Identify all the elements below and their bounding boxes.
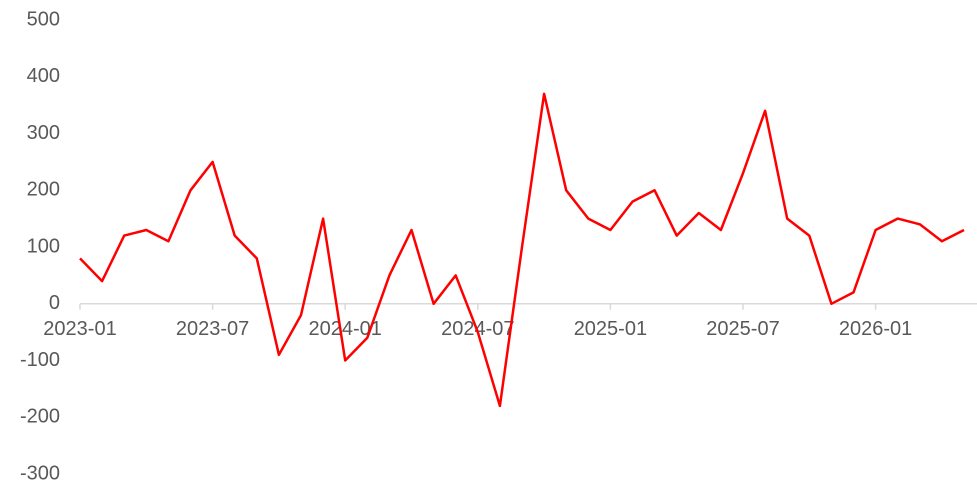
y-tick-label: 0 xyxy=(49,292,60,314)
y-tick-label: 100 xyxy=(27,235,60,257)
x-tick-label: 2023-07 xyxy=(176,318,249,340)
x-tick-label: 2026-01 xyxy=(839,318,912,340)
y-tick-label: 300 xyxy=(27,122,60,144)
y-tick-label: 200 xyxy=(27,179,60,201)
x-tick-label: 2025-07 xyxy=(706,318,779,340)
y-tick-label: -300 xyxy=(20,462,60,484)
x-tick-label: 2023-01 xyxy=(43,318,116,340)
line xyxy=(79,92,965,408)
y-tick-label: 400 xyxy=(27,65,60,87)
y-tick-label: 500 xyxy=(27,8,60,30)
x-tick-label: 2024-01 xyxy=(308,318,381,340)
x-tick-label: 2025-01 xyxy=(574,318,647,340)
y-tick-label: -100 xyxy=(20,349,60,371)
y-tick-label: -200 xyxy=(20,406,60,428)
